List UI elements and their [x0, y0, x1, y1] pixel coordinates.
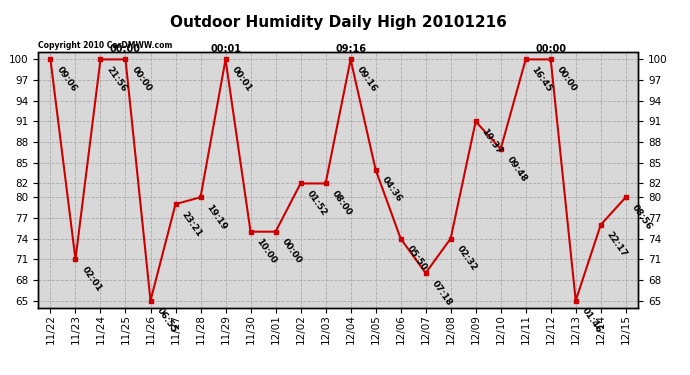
Text: 02:32: 02:32 — [455, 244, 479, 273]
Text: 16:45: 16:45 — [530, 65, 553, 94]
Text: 08:00: 08:00 — [330, 189, 353, 217]
Text: 00:00: 00:00 — [130, 65, 153, 93]
Text: 21:56: 21:56 — [105, 65, 128, 93]
Text: 00:01: 00:01 — [230, 65, 253, 93]
Text: 00:00: 00:00 — [279, 237, 303, 266]
Text: 08:56: 08:56 — [630, 203, 653, 231]
Text: 02:01: 02:01 — [79, 265, 104, 293]
Text: 00:00: 00:00 — [555, 65, 578, 93]
Text: 07:18: 07:18 — [430, 279, 453, 307]
Text: 01:46: 01:46 — [580, 306, 604, 335]
Text: 19:19: 19:19 — [205, 203, 228, 232]
Text: 00:00: 00:00 — [535, 44, 566, 54]
Text: 09:16: 09:16 — [355, 65, 379, 93]
Text: 04:36: 04:36 — [380, 175, 404, 204]
Text: 10:00: 10:00 — [255, 237, 278, 266]
Text: 09:48: 09:48 — [505, 154, 529, 183]
Text: 06:55: 06:55 — [155, 306, 179, 334]
Text: 09:06: 09:06 — [55, 65, 79, 93]
Text: 22:17: 22:17 — [605, 230, 629, 259]
Title: Outdoor Humidity Daily High 20101216: Outdoor Humidity Daily High 20101216 — [170, 15, 506, 30]
Text: 00:01: 00:01 — [210, 44, 241, 54]
Text: 23:21: 23:21 — [179, 210, 204, 238]
Text: 19:37: 19:37 — [480, 127, 504, 156]
Text: Copyright 2010 CarDMWW.com: Copyright 2010 CarDMWW.com — [38, 41, 172, 50]
Text: 09:16: 09:16 — [335, 44, 366, 54]
Text: 00:00: 00:00 — [110, 44, 141, 54]
Text: 01:52: 01:52 — [305, 189, 328, 217]
Text: 05:50: 05:50 — [405, 244, 428, 273]
